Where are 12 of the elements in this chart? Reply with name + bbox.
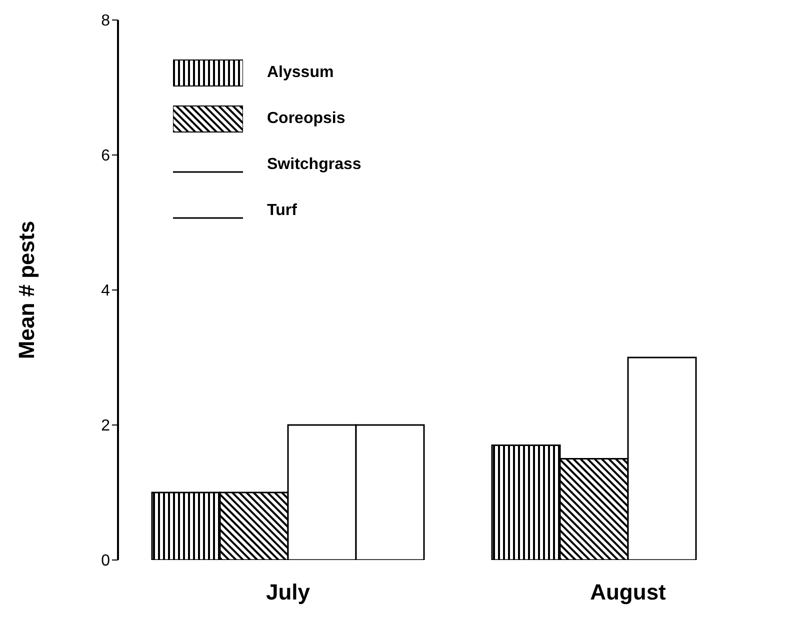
legend-label: Switchgrass: [267, 156, 362, 174]
x-tick-label: July: [266, 580, 311, 605]
y-tick-label: 4: [101, 282, 110, 300]
y-axis-title: Mean # pests: [14, 220, 39, 360]
legend-label: Turf: [267, 202, 297, 220]
legend-label: Alyssum: [267, 64, 334, 82]
y-tick-label: 0: [101, 552, 110, 570]
y-tick-label: 8: [101, 12, 110, 30]
legend-label: Coreopsis: [267, 110, 346, 128]
x-tick-label: August: [590, 580, 667, 605]
y-tick-label: 2: [101, 418, 110, 435]
y-tick-label: 6: [101, 148, 110, 165]
